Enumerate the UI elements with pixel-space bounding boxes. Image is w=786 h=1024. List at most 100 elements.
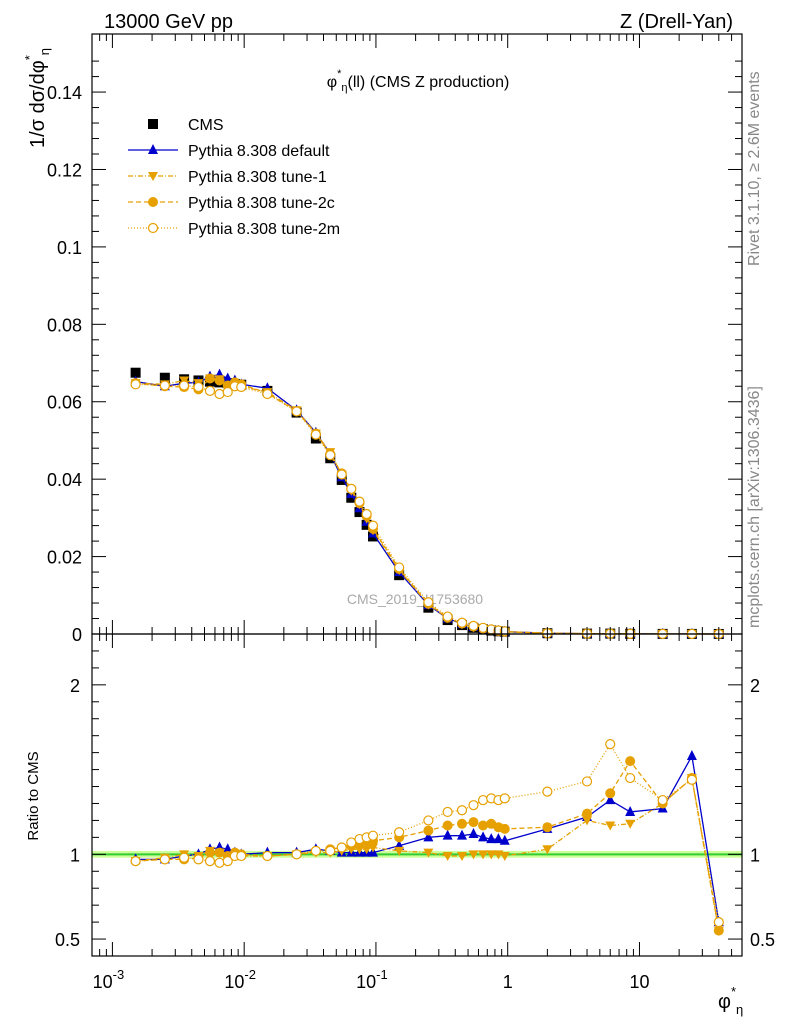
ratio-point-default [222, 843, 233, 854]
ratio-point-tune2c [542, 822, 553, 833]
data-point-tune2m [477, 622, 489, 633]
ratio-y-tick-label: 0.5 [55, 930, 80, 950]
data-point-cms [159, 372, 170, 383]
y-tick-label: 0.14 [47, 83, 82, 103]
ratio-line-tune2c [135, 759, 720, 931]
y-tick-label: 0.02 [47, 548, 82, 568]
ratio-point-default [493, 833, 504, 844]
ratio-point-tune2m [130, 855, 141, 867]
y-tick-label: 0.06 [47, 393, 82, 413]
data-point-tune2m [325, 450, 336, 461]
ratio-point-default [486, 833, 497, 844]
ratio-point-tune1 [605, 821, 616, 831]
ratio-panel [130, 739, 724, 936]
y-tick-label: 0.08 [47, 315, 82, 335]
ratio-point-tune2c [204, 847, 215, 858]
x-tick-label: 10-3 [93, 967, 125, 992]
x-tick-label: 10 [629, 972, 649, 992]
ratio-point-tune2m [204, 855, 216, 867]
legend-marker [148, 119, 158, 129]
series-tune2m [130, 379, 724, 640]
ratio-y-tick-label-right: 2 [750, 676, 760, 696]
ratio-point-tune1 [361, 845, 372, 855]
axes-frames: 10-3 10-2 10-1 1 10 0 0.02 0.04 0.06 0.08 0.1 0.12 0… [47, 33, 775, 992]
watermark: CMS_2019_I1753680 [347, 591, 483, 607]
ratio-point-tune2m [159, 854, 170, 865]
legend-label: Pythia 8.308 tune-1 [188, 169, 327, 186]
legend-label: Pythia 8.308 default [188, 143, 330, 160]
ratio-point-tune2m [499, 793, 510, 804]
data-point-tune2m [262, 388, 273, 400]
ratio-series-tune2m [130, 739, 724, 928]
ratio-point-tune1 [625, 819, 636, 829]
ratio-point-tune1 [478, 850, 489, 860]
ratio-point-tune1 [354, 845, 365, 855]
data-point-tune2m [346, 483, 357, 494]
ratio-point-default [478, 831, 489, 842]
y-tick-label: 0.04 [47, 470, 82, 490]
ratio-point-tune2m [625, 772, 636, 784]
main-y-axis-label: 1/σ dσ/dφ*η [22, 48, 52, 148]
ratio-point-tune2c [582, 808, 593, 819]
header-right: Z (Drell-Yan) [620, 11, 733, 33]
ratio-point-tune2m [468, 800, 479, 811]
legend-marker [148, 144, 158, 154]
data-point-tune2m [204, 385, 216, 397]
ratio-point-tune2m [222, 855, 233, 867]
ratio-y-tick-label: 1 [70, 845, 80, 865]
legend-label: Pythia 8.308 tune-2c [188, 195, 335, 212]
ratio-point-default [625, 805, 636, 816]
data-point-tune2m [394, 562, 405, 573]
ratio-point-tune2c [499, 823, 510, 834]
ratio-point-tune2c [605, 788, 616, 799]
ratio-point-tune1 [499, 852, 510, 862]
data-point-default [222, 372, 233, 383]
legend-marker [148, 197, 158, 207]
legend-label: Pythia 8.308 tune-2m [188, 221, 340, 238]
x-tick-label: 1 [503, 972, 513, 992]
ratio-point-tune1 [368, 843, 379, 853]
data-point-tune2m [423, 597, 434, 608]
legend: CMS Pythia 8.308 default Pythia 8.308 tune… [128, 117, 340, 238]
data-point-tune2m [130, 379, 141, 390]
data-point-tune2m [336, 469, 347, 480]
ratio-point-tune1 [442, 852, 453, 862]
ratio-frame [91, 633, 743, 957]
y-tick-label: 0.1 [57, 238, 82, 258]
mcplots-text: mcplots.cern.ch [arXiv:1306.3436] [746, 386, 763, 628]
ratio-point-default [423, 831, 434, 842]
ratio-point-tune2m [336, 842, 347, 853]
ratio-point-default [468, 827, 479, 838]
ratio-point-tune1 [457, 852, 468, 862]
ratio-point-tune2m [581, 776, 593, 787]
ratio-line-default [135, 754, 720, 923]
legend-entry-default: Pythia 8.308 default [128, 143, 330, 160]
ratio-point-tune2m [456, 805, 468, 816]
legend-entry-tune2m: Pythia 8.308 tune-2m [128, 221, 340, 238]
x-tick-label: 10-2 [224, 967, 256, 992]
ratio-point-tune1 [468, 850, 479, 860]
ratio-y-axis-label: Ratio to CMS [25, 751, 42, 840]
data-point-tune2m [354, 496, 365, 507]
ratio-point-tune1 [486, 850, 497, 860]
ratio-point-tune2c [214, 847, 225, 858]
ratio-point-tune2m [291, 849, 302, 860]
data-point-tune2c [204, 373, 215, 384]
ratio-point-tune2m [686, 774, 698, 785]
ratio-point-default [499, 834, 510, 845]
ratio-point-default [457, 829, 468, 840]
legend-entry-tune1: Pythia 8.308 tune-1 [128, 169, 327, 186]
ratio-point-tune2m [713, 917, 724, 928]
ratio-point-tune1 [423, 848, 434, 858]
ratio-point-tune2m [542, 786, 553, 797]
ratio-point-tune1 [394, 846, 405, 856]
ratio-point-tune2m [262, 850, 273, 862]
ratio-point-tune2m [178, 852, 190, 863]
data-point-tune2m [361, 508, 372, 520]
ratio-point-tune2c [423, 825, 434, 836]
data-point-tune2m [367, 520, 379, 531]
ratio-point-tune2m [236, 850, 247, 862]
data-point-tune2m [193, 381, 204, 393]
ratio-point-tune2m [442, 806, 453, 818]
ratio-point-tune2m [657, 794, 668, 806]
